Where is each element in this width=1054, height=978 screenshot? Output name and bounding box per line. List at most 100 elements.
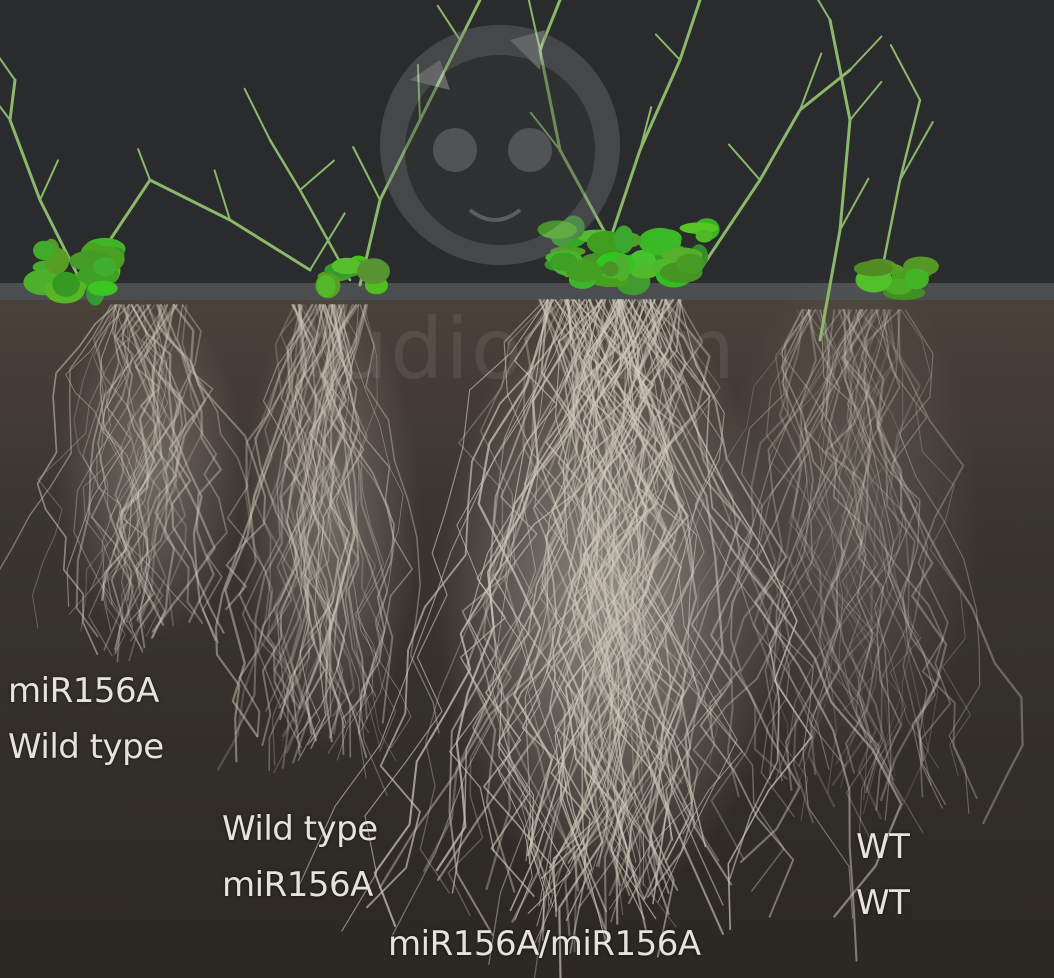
root-strand <box>341 299 548 932</box>
leaf <box>87 280 118 296</box>
root-strand <box>565 299 633 867</box>
root-strand <box>448 299 568 936</box>
root-strand <box>841 308 1024 825</box>
root-strand <box>619 299 675 920</box>
root-strand <box>830 308 893 772</box>
root-strand <box>835 309 891 765</box>
root-strand <box>644 298 858 962</box>
root-strand <box>503 299 578 862</box>
root-strand <box>570 299 634 887</box>
root-strand <box>99 304 155 653</box>
root-strand <box>120 304 174 628</box>
root-strand <box>840 309 880 789</box>
root-strand <box>89 304 168 591</box>
root-strand <box>108 304 169 620</box>
root-strand <box>338 304 397 761</box>
root-strands <box>0 298 1024 978</box>
root-strand <box>301 304 346 729</box>
root-strand <box>321 304 414 712</box>
label-group-mid: Wild type miR156A <box>222 801 378 913</box>
root-strand <box>595 299 658 866</box>
root-mass-left <box>55 300 245 640</box>
rosettes <box>23 215 939 306</box>
root-strand <box>578 299 681 905</box>
root-strand <box>610 299 741 923</box>
root-strand <box>115 303 174 626</box>
root-strand <box>641 298 801 864</box>
root-strand <box>335 304 377 697</box>
root-strand <box>128 304 204 662</box>
root-strand <box>127 304 177 628</box>
root-strand <box>391 299 547 936</box>
root-strand <box>254 304 315 746</box>
root-strand <box>244 304 321 766</box>
root-strand <box>263 304 342 735</box>
root-strand <box>824 308 942 802</box>
label-group-left: miR156A Wild type <box>8 663 164 775</box>
root-strand <box>838 309 902 746</box>
branch <box>436 4 461 41</box>
root-strand <box>160 304 273 617</box>
root-strand <box>305 303 350 735</box>
root-strand <box>467 299 571 914</box>
root-strand <box>784 308 872 792</box>
branch <box>352 146 381 201</box>
branch <box>849 80 883 121</box>
root-strand <box>265 304 317 712</box>
branch <box>839 177 870 231</box>
root-strand <box>574 299 720 862</box>
branch <box>137 148 151 181</box>
root-strand <box>373 298 656 927</box>
root-strand <box>130 303 225 634</box>
root-strand <box>325 303 360 743</box>
root-strand <box>726 309 817 798</box>
root-strand <box>606 299 700 855</box>
root-strand <box>634 299 795 918</box>
root-strand <box>321 304 395 779</box>
root-mass-right <box>720 260 980 780</box>
root-strand <box>335 304 404 761</box>
root-strand <box>101 303 157 601</box>
root-strand <box>576 298 698 933</box>
root-strand <box>300 303 342 739</box>
branch <box>899 121 934 181</box>
root-strand <box>73 304 143 634</box>
root-strand <box>241 304 331 749</box>
root-strand <box>310 304 346 743</box>
leaf <box>565 260 603 283</box>
branch <box>639 106 653 151</box>
root-strand <box>252 304 302 737</box>
root-strand <box>279 304 345 721</box>
root-strand <box>623 299 673 898</box>
leaf <box>630 264 660 279</box>
root-strand <box>276 304 311 701</box>
root-strand <box>741 309 845 766</box>
root-strand <box>624 299 738 904</box>
leaf <box>629 249 657 271</box>
root-strand <box>491 299 601 907</box>
leaf <box>614 225 634 254</box>
root-strand <box>134 304 178 622</box>
root-strand <box>628 299 778 861</box>
leaf <box>357 258 390 285</box>
root-strand <box>845 309 910 853</box>
root-strand <box>538 299 625 907</box>
root-strand <box>762 309 831 821</box>
root-strand <box>564 299 628 864</box>
leaf <box>331 257 362 275</box>
branch <box>0 56 16 81</box>
root-strand <box>773 309 904 787</box>
leaf <box>853 260 893 277</box>
root-strand <box>625 299 725 888</box>
root-strand <box>36 304 118 655</box>
root-strand <box>337 304 397 752</box>
root-strand <box>877 309 932 786</box>
root-strand <box>900 309 972 776</box>
root-strand <box>829 309 884 834</box>
root-strand <box>110 304 156 651</box>
root-strand <box>331 304 395 734</box>
root-strand <box>216 303 320 771</box>
branch <box>39 159 59 201</box>
branch <box>529 111 561 151</box>
root-strand <box>294 304 347 724</box>
